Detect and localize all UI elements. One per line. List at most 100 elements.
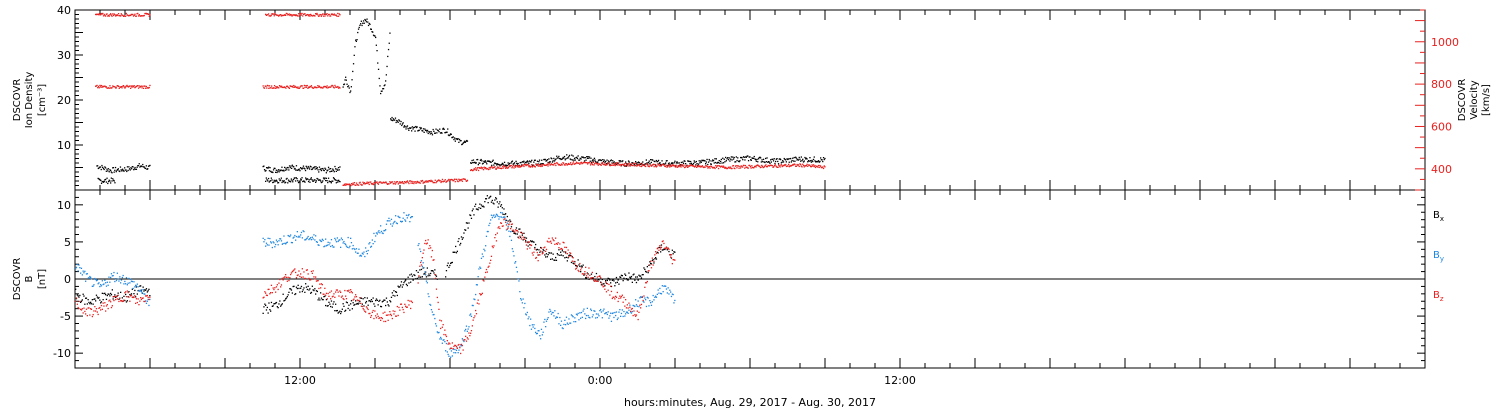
point-bz — [278, 282, 280, 284]
point-ion-density — [436, 129, 439, 131]
point-ion-density — [283, 170, 285, 172]
point-bx — [672, 253, 674, 255]
point-velocity — [667, 166, 669, 168]
point-bz — [485, 268, 488, 271]
point-ion-density — [335, 182, 337, 184]
point-velocity — [803, 166, 805, 168]
point-by — [409, 221, 411, 223]
point-ion-density — [132, 166, 134, 168]
point-bx — [425, 276, 428, 278]
point-ion-density — [392, 119, 394, 122]
point-ion-density — [501, 162, 504, 164]
point-bx — [327, 305, 329, 307]
point-by — [304, 239, 306, 241]
point-ion-density — [602, 159, 604, 161]
point-bz — [655, 251, 657, 253]
point-velocity — [797, 164, 800, 166]
point-bz — [389, 311, 391, 313]
point-by — [495, 213, 498, 215]
point-by — [331, 244, 333, 247]
point-ion-density — [761, 159, 763, 161]
point-bz — [277, 288, 279, 291]
point-bz — [315, 276, 317, 278]
point-bx — [434, 269, 436, 271]
point-velocity — [389, 182, 392, 184]
point-ion-density — [727, 157, 729, 159]
point-ion-density — [299, 170, 301, 172]
point-bx — [324, 295, 326, 297]
point-by — [452, 348, 454, 350]
point-velocity — [339, 14, 341, 16]
point-by — [347, 236, 349, 239]
point-velocity — [297, 13, 300, 15]
point-velocity — [356, 183, 358, 186]
point-by — [282, 242, 284, 245]
point-ion-density — [659, 162, 661, 164]
point-ion-density — [411, 126, 413, 128]
point-bx — [288, 291, 290, 293]
point-bx — [589, 278, 591, 280]
point-bz — [119, 297, 121, 300]
point-bz — [447, 343, 449, 345]
point-velocity — [102, 85, 104, 87]
point-ion-density — [327, 181, 329, 184]
point-by — [295, 235, 298, 238]
point-bz — [418, 275, 420, 277]
point-bz — [437, 301, 439, 304]
point-ion-density — [395, 121, 397, 124]
point-bx — [504, 213, 506, 216]
point-bz — [120, 300, 122, 302]
point-by — [570, 322, 572, 324]
point-bz — [428, 247, 430, 250]
point-velocity — [499, 165, 501, 167]
point-by — [77, 270, 79, 272]
point-by — [555, 316, 558, 318]
point-velocity — [472, 170, 474, 172]
point-ion-density — [543, 158, 546, 161]
point-velocity — [661, 164, 663, 166]
point-ion-density — [714, 158, 716, 160]
point-bz — [395, 315, 398, 317]
point-velocity — [732, 165, 735, 167]
point-ion-density — [327, 177, 330, 179]
point-velocity — [320, 86, 323, 88]
point-velocity — [472, 169, 475, 171]
point-ion-density — [479, 159, 482, 161]
point-by — [655, 295, 657, 297]
point-bz — [356, 299, 358, 301]
point-by — [634, 305, 636, 308]
top-left-ylabel-line1: DSCOVR — [12, 79, 23, 122]
point-ion-density — [484, 161, 486, 163]
point-bz — [480, 294, 482, 296]
point-bz — [572, 257, 574, 259]
point-bz — [100, 304, 103, 307]
point-ion-density — [605, 163, 607, 165]
point-bx — [634, 279, 636, 281]
point-by — [408, 213, 410, 216]
point-ion-density — [273, 167, 275, 169]
point-bz — [662, 240, 664, 242]
point-by — [142, 288, 144, 291]
point-velocity — [541, 165, 543, 167]
point-ion-density — [411, 130, 413, 132]
point-bz — [130, 295, 132, 297]
point-bz — [560, 248, 562, 250]
point-bx — [86, 303, 88, 305]
point-ion-density — [514, 164, 516, 167]
point-ion-density — [801, 160, 803, 162]
point-velocity — [311, 86, 313, 89]
point-ion-density — [318, 171, 320, 173]
point-bx — [475, 203, 477, 205]
point-by — [354, 248, 356, 251]
point-bx — [565, 252, 567, 254]
point-bx — [464, 229, 466, 231]
point-bx — [369, 300, 371, 302]
point-ion-density — [716, 162, 718, 164]
point-velocity — [110, 87, 112, 89]
point-ion-density — [302, 165, 305, 167]
point-velocity — [124, 87, 126, 89]
point-by — [622, 315, 624, 318]
point-velocity — [529, 165, 531, 167]
point-bz — [385, 320, 387, 323]
point-by — [265, 242, 268, 244]
